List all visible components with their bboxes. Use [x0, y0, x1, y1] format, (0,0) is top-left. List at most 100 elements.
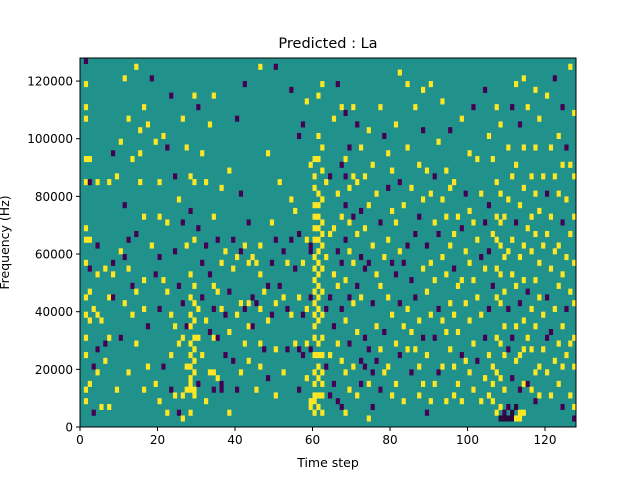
heatmap-cell — [479, 190, 484, 197]
heatmap-cell — [87, 317, 92, 324]
heatmap-cell — [250, 323, 255, 330]
heatmap-cell — [498, 271, 503, 278]
heatmap-cell — [118, 334, 123, 341]
heatmap-cell — [362, 173, 368, 180]
heatmap-cell — [262, 288, 267, 295]
heatmap-cell — [173, 323, 178, 330]
heatmap-cell — [564, 144, 569, 151]
heatmap-cell — [173, 248, 178, 255]
heatmap-cell — [180, 415, 185, 422]
heatmap-cell — [184, 386, 189, 393]
heatmap-cell — [130, 282, 135, 289]
heatmap-cell — [343, 236, 348, 243]
heatmap-cell — [483, 375, 488, 382]
heatmap-cell — [262, 346, 267, 353]
heatmap-cell — [312, 213, 317, 220]
heatmap-cell — [510, 173, 515, 180]
heatmap-cell — [548, 392, 554, 399]
heatmap-cell — [359, 207, 364, 214]
heatmap-cell — [95, 369, 100, 376]
heatmap-cell — [300, 311, 306, 318]
heatmap-cell — [397, 69, 402, 76]
heatmap-cell — [386, 150, 391, 157]
heatmap-cell — [568, 230, 573, 238]
heatmap-cell — [188, 363, 193, 370]
heatmap-cell — [502, 415, 507, 422]
heatmap-cell — [552, 357, 557, 364]
heatmap-cell — [95, 271, 100, 278]
heatmap-cell — [343, 409, 348, 416]
heatmap-cell — [308, 248, 313, 255]
heatmap-cell — [572, 334, 577, 341]
heatmap-cell — [312, 225, 317, 232]
heatmap-cell — [514, 323, 519, 330]
heatmap-cell — [192, 334, 197, 341]
heatmap-cell — [498, 190, 503, 197]
heatmap-cell — [258, 305, 263, 312]
heatmap-cell — [541, 311, 546, 318]
heatmap-cell — [312, 288, 317, 295]
heatmap-cell — [188, 311, 193, 318]
heatmap-cell — [83, 58, 89, 65]
heatmap-cell — [514, 415, 519, 422]
heatmap-cell — [107, 179, 112, 186]
heatmap-cell — [339, 305, 344, 312]
heatmap-cell — [359, 254, 364, 261]
heatmap-cell — [572, 300, 577, 307]
heatmap-cell — [498, 219, 503, 226]
heatmap-cell — [223, 248, 228, 255]
heatmap-cell — [510, 236, 515, 243]
heatmap-cell — [564, 254, 569, 261]
heatmap-cell — [483, 86, 488, 93]
heatmap-cell — [145, 323, 151, 330]
heatmap-cell — [188, 271, 193, 278]
heatmap-cell — [246, 323, 251, 330]
heatmap-cell — [87, 265, 92, 272]
heatmap-cell — [490, 380, 495, 387]
heatmap-cell — [560, 363, 565, 370]
heatmap-cell — [316, 271, 321, 278]
heatmap-cell — [316, 132, 321, 140]
heatmap-cell — [266, 282, 271, 289]
heatmap-cell — [362, 265, 368, 272]
heatmap-cell — [382, 254, 387, 261]
heatmap-cell — [455, 328, 461, 336]
heatmap-cell — [417, 161, 422, 168]
heatmap-cell — [502, 409, 507, 416]
heatmap-cell — [510, 104, 515, 111]
heatmap-cell — [188, 323, 193, 330]
heatmap-cell — [339, 104, 344, 111]
heatmap-cell — [87, 288, 92, 295]
heatmap-cell — [401, 323, 406, 330]
heatmap-cell — [537, 115, 542, 122]
heatmap-cell — [502, 352, 507, 359]
heatmap-cell — [421, 127, 426, 134]
heatmap-cell — [405, 305, 410, 312]
heatmap-cell — [548, 213, 554, 220]
heatmap-cell — [176, 409, 182, 416]
heatmap-cell — [107, 403, 112, 411]
heatmap-cell — [401, 259, 406, 266]
heatmap-cell — [475, 156, 480, 163]
heatmap-cell — [428, 259, 433, 266]
heatmap-cell — [413, 104, 418, 111]
heatmap-cell — [502, 386, 507, 393]
heatmap-cell — [498, 415, 503, 422]
heatmap-cell — [316, 248, 321, 255]
y-tick-label: 100000 — [27, 132, 73, 146]
heatmap-cell — [238, 248, 244, 255]
heatmap-cell — [444, 328, 449, 336]
heatmap-cell — [273, 63, 278, 70]
heatmap-cell — [467, 207, 472, 214]
heatmap-cell — [556, 380, 561, 387]
heatmap-cell — [145, 121, 151, 128]
heatmap-cell — [351, 173, 356, 180]
heatmap-cell — [432, 173, 437, 180]
heatmap-cell — [521, 75, 526, 82]
heatmap-cell — [184, 323, 189, 330]
heatmap-cell — [180, 392, 185, 399]
heatmap-cell — [421, 86, 426, 93]
heatmap-cell — [273, 392, 278, 399]
heatmap-cell — [289, 196, 294, 203]
heatmap-cell — [362, 363, 368, 370]
